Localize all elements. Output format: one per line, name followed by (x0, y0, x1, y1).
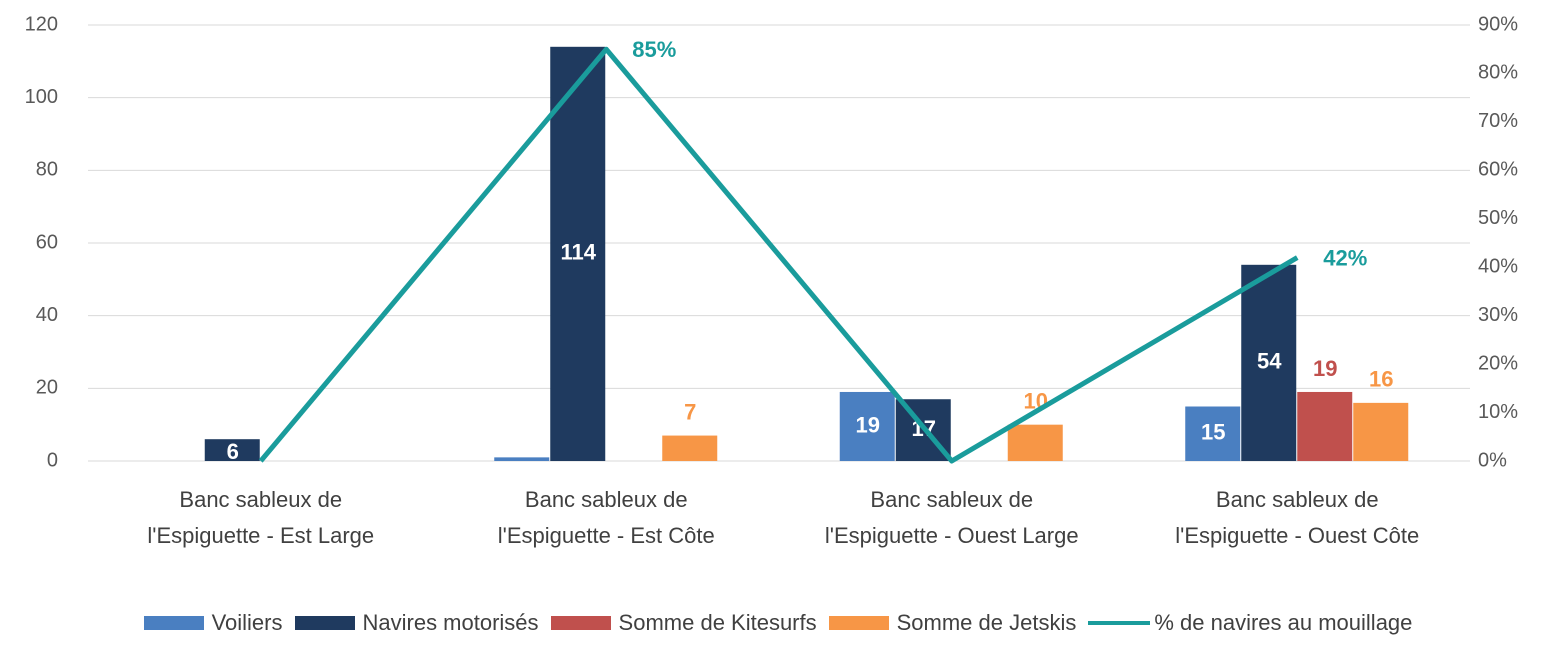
y2-tick-label: 30% (1478, 304, 1518, 326)
y-tick-label: 20 (36, 377, 58, 399)
legend-label: Somme de Jetskis (896, 610, 1077, 635)
x-tick-label: Banc sableux de l'Espiguette - Ouest Côt… (1175, 487, 1420, 548)
bar (1297, 391, 1353, 461)
x-tick-label: Banc sableux de l'Espiguette - Est Côte (497, 487, 715, 548)
data-label: 42% (1323, 245, 1367, 270)
y-tick-label: 80 (36, 159, 58, 181)
bar (1353, 402, 1409, 461)
y2-tick-label: 40% (1478, 256, 1518, 278)
legend: Voiliers Navires motorisés Somme de Kitesu… (0, 610, 1556, 636)
y2-tick-label: 10% (1478, 401, 1518, 423)
bar (494, 457, 550, 461)
data-label: 7 (684, 399, 696, 424)
x-tick-label: Banc sableux de l'Espiguette - Est Large (147, 487, 375, 548)
y-tick-label: 100 (25, 86, 58, 108)
legend-item: Voiliers (143, 610, 283, 636)
legend-item: % de navires au mouillage (1088, 610, 1412, 636)
data-label: 6 (227, 439, 239, 464)
legend-swatch (294, 616, 355, 630)
data-label: 19 (1313, 356, 1337, 381)
legend-swatch (143, 616, 204, 630)
data-label: 19 (856, 412, 880, 437)
y2-tick-label: 80% (1478, 62, 1518, 84)
y2-tick-label: 20% (1478, 352, 1518, 374)
legend-label: Voiliers (211, 610, 283, 635)
data-label: 85% (632, 37, 676, 62)
legend-label: % de navires au mouillage (1154, 610, 1413, 635)
legend-swatch (828, 616, 889, 630)
y2-tick-label: 50% (1478, 207, 1518, 229)
bar (550, 46, 606, 462)
bar (1185, 406, 1241, 461)
y-tick-label: 40 (36, 304, 58, 326)
y2-tick-label: 60% (1478, 159, 1518, 181)
y-tick-label: 120 (25, 13, 58, 35)
bar (1007, 424, 1063, 461)
legend-item: Somme de Jetskis (828, 610, 1077, 636)
x-tick-label: Banc sableux de l'Espiguette - Ouest Lar… (824, 487, 1079, 548)
line-series (258, 46, 1299, 464)
data-label: 16 (1369, 367, 1393, 392)
legend-line (1088, 621, 1151, 625)
legend-item: Navires motorisés (294, 610, 539, 636)
legend-item: Somme de Kitesurfs (550, 610, 817, 636)
bar (839, 391, 895, 461)
data-label: 15 (1201, 420, 1225, 445)
data-label: 114 (561, 240, 597, 265)
legend-swatch (550, 616, 611, 630)
legend-label: Somme de Kitesurfs (618, 610, 817, 635)
y2-tick-label: 70% (1478, 110, 1518, 132)
y2-tick-label: 90% (1478, 13, 1518, 35)
bar (204, 439, 260, 461)
y-tick-label: 60 (36, 231, 58, 253)
data-label: 54 (1257, 349, 1282, 374)
bar (662, 435, 718, 461)
bar (1241, 264, 1297, 461)
y2-tick-label: 0% (1478, 449, 1507, 471)
y-tick-label: 0 (47, 449, 58, 471)
legend-label: Navires motorisés (362, 610, 539, 635)
